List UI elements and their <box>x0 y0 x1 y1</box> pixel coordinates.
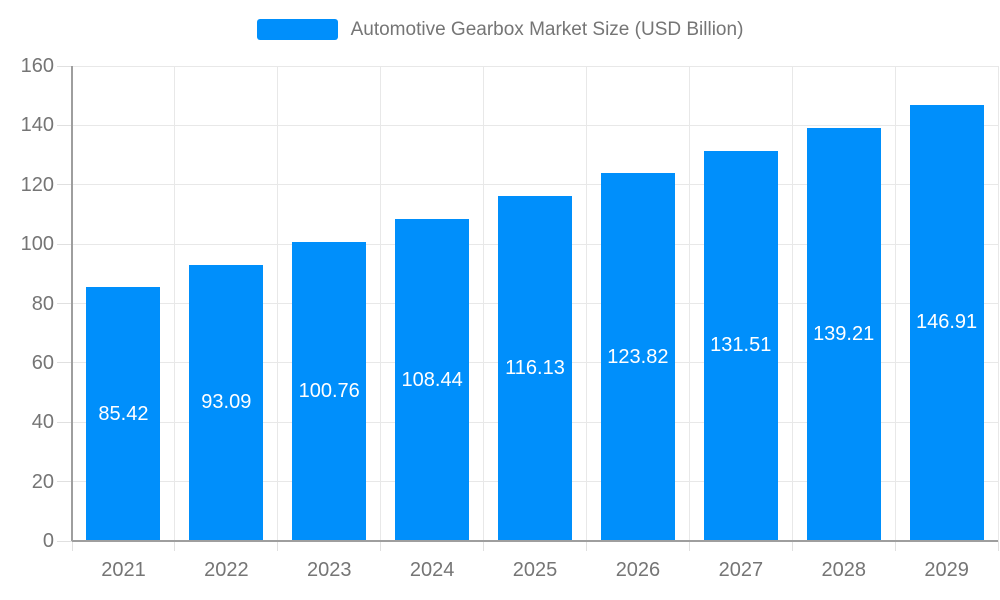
x-tick-label: 2023 <box>307 559 352 581</box>
vertical-gridline <box>997 66 999 541</box>
vertical-gridline <box>380 66 382 541</box>
y-tick-label: 60 <box>31 351 54 374</box>
y-axis-tick <box>57 540 72 542</box>
y-tick-label: 20 <box>31 470 54 493</box>
bar: 146.91 <box>909 104 984 541</box>
legend-label: Automotive Gearbox Market Size (USD Bill… <box>350 19 744 40</box>
x-tick-label: 2029 <box>924 559 969 581</box>
x-axis-tick <box>894 541 896 551</box>
horizontal-gridline <box>72 65 998 67</box>
x-axis-tick <box>688 541 690 551</box>
y-tick-label: 80 <box>31 292 54 315</box>
x-axis-tick <box>277 541 279 551</box>
bar-value-label: 131.51 <box>710 334 772 357</box>
x-tick-label: 2028 <box>821 559 866 581</box>
bar-value-label: 139.21 <box>813 322 875 345</box>
y-tick-label: 100 <box>20 233 54 256</box>
y-axis-tick <box>57 421 72 423</box>
y-axis-line <box>71 66 73 541</box>
y-axis-tick <box>57 184 72 186</box>
y-tick-label: 120 <box>20 173 54 196</box>
bar-value-label: 116.13 <box>505 357 565 380</box>
plot-area: 85.42 93.09 100.76 108.44 116.13 123.82 131.51… <box>72 65 999 541</box>
x-axis-tick <box>483 541 485 551</box>
y-axis-tick <box>57 303 72 304</box>
vertical-gridline <box>174 66 176 541</box>
horizontal-gridline <box>72 124 998 126</box>
vertical-gridline <box>277 66 279 541</box>
bar-value-label: 93.09 <box>201 391 252 414</box>
bar: 85.42 <box>86 287 161 541</box>
bar: 131.51 <box>703 150 778 541</box>
y-axis-tick <box>57 124 72 126</box>
x-axis-line <box>72 540 998 542</box>
vertical-gridline <box>483 66 485 541</box>
bar-value-label: 108.44 <box>401 368 463 391</box>
x-axis-tick <box>71 541 73 551</box>
y-tick-label: 160 <box>20 55 54 77</box>
bar-value-label: 85.42 <box>98 402 149 425</box>
x-axis-tick <box>791 541 793 551</box>
bar-value-label: 100.76 <box>298 379 360 402</box>
bar: 108.44 <box>395 219 470 541</box>
horizontal-gridline <box>72 184 998 186</box>
x-tick-label: 2027 <box>718 559 764 581</box>
y-tick-label: 40 <box>31 411 54 434</box>
bar: 100.76 <box>292 241 367 541</box>
legend-item[interactable]: Automotive Gearbox Market Size (USD Bill… <box>256 19 744 40</box>
y-axis-tick <box>57 65 72 67</box>
bar-value-label: 146.91 <box>915 311 978 334</box>
x-tick-label: 2022 <box>204 559 249 581</box>
bar: 116.13 <box>498 196 572 541</box>
x-tick-label: 2024 <box>409 559 455 581</box>
vertical-gridline <box>688 66 690 541</box>
x-tick-label: 2025 <box>512 559 558 581</box>
bar-value-label: 123.82 <box>607 345 669 368</box>
y-tick-label: 140 <box>20 114 54 137</box>
x-axis-tick <box>380 541 382 551</box>
x-axis-tick <box>997 541 999 551</box>
bar: 123.82 <box>600 173 675 541</box>
vertical-gridline <box>791 66 793 541</box>
bar: 139.21 <box>806 127 881 541</box>
y-axis-tick <box>57 362 72 364</box>
chart-legend: Automotive Gearbox Market Size (USD Bill… <box>0 19 1000 40</box>
legend-swatch-icon <box>256 19 338 40</box>
x-axis-tick <box>174 541 176 551</box>
x-tick-label: 2021 <box>101 559 146 581</box>
vertical-gridline <box>585 66 587 541</box>
vertical-gridline <box>894 66 896 541</box>
y-axis-tick <box>57 481 72 483</box>
bar: 93.09 <box>189 264 264 541</box>
x-axis-tick <box>585 541 587 551</box>
y-axis-tick <box>57 243 72 245</box>
x-tick-label: 2026 <box>615 559 661 581</box>
y-tick-label: 0 <box>42 530 54 552</box>
